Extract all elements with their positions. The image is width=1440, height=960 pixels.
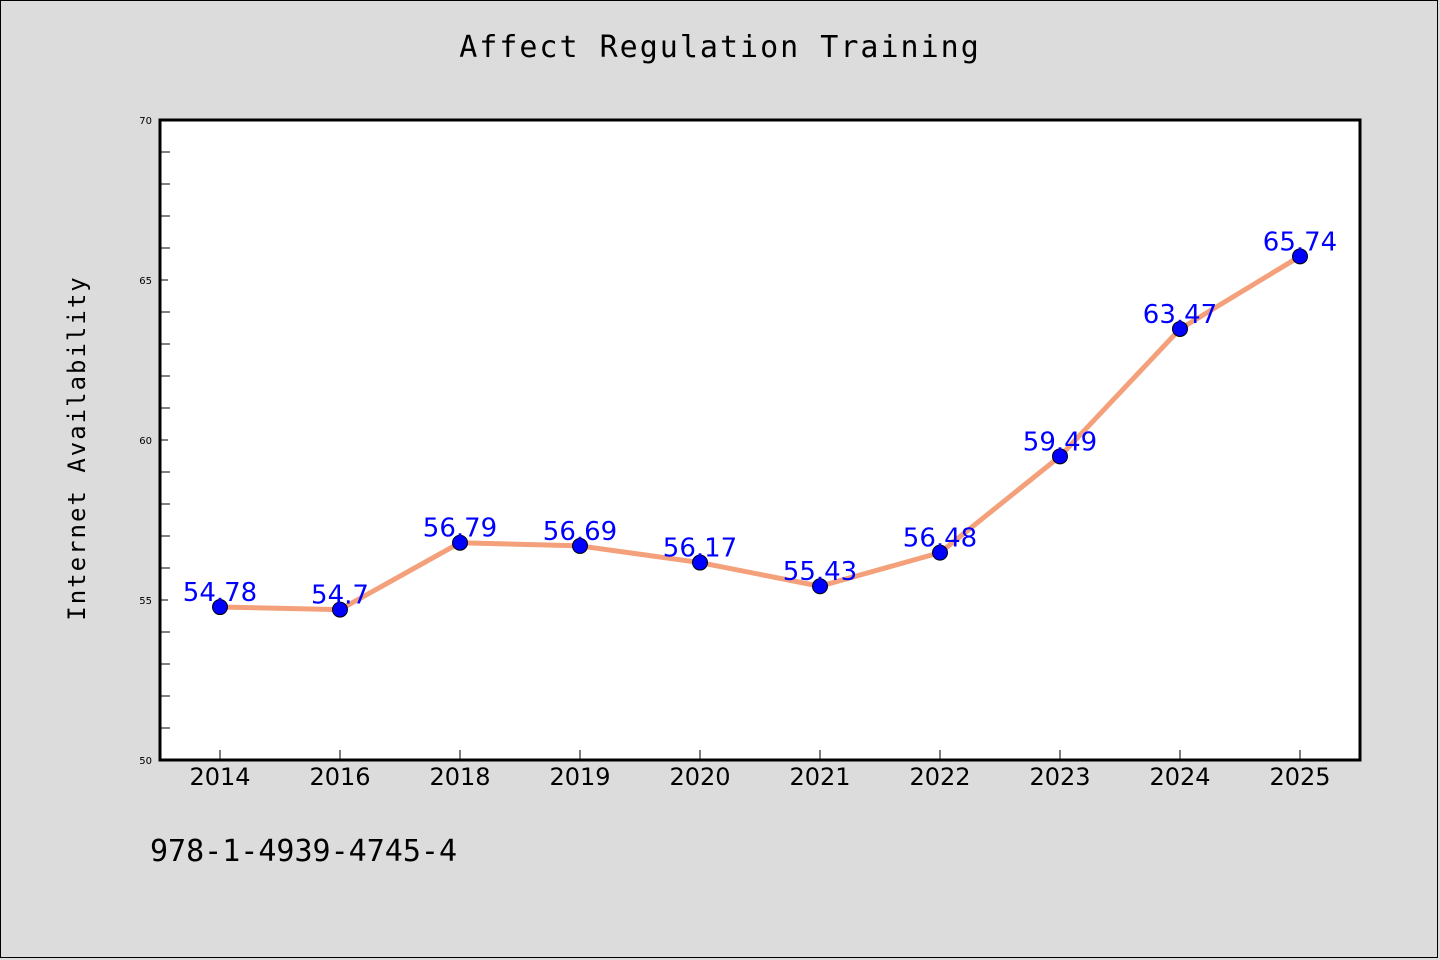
- series-line: [219, 254, 1302, 613]
- data-label: 56.17: [663, 534, 737, 564]
- x-tick-label: 2021: [789, 763, 850, 791]
- x-tick-label: 2018: [429, 763, 490, 791]
- y-tick-label: 70: [139, 116, 152, 127]
- x-tick-label: 2024: [1149, 763, 1210, 791]
- data-point: [1292, 248, 1308, 265]
- data-label: 65.74: [1263, 227, 1337, 257]
- data-label: 56.79: [423, 514, 497, 544]
- data-label: 59.49: [1023, 427, 1097, 457]
- data-point: [1172, 320, 1188, 337]
- x-tick-label: 2025: [1269, 763, 1330, 791]
- series-group: 54.78 54.7 56.79 56.69 56.17 55.43 56.48 59.49 6…: [183, 227, 1337, 618]
- data-point: [212, 599, 228, 616]
- chart-title: Affect Regulation Training: [459, 30, 981, 65]
- plot-border: [158, 118, 1362, 762]
- data-point: [692, 554, 708, 571]
- data-point: [812, 578, 828, 595]
- plot-area: [160, 120, 1360, 760]
- data-point: [932, 544, 948, 561]
- data-point: [452, 534, 468, 551]
- data-label: 54.7: [311, 581, 369, 611]
- y-tick-label: 65: [139, 276, 152, 287]
- x-tick-label: 2016: [309, 763, 370, 791]
- x-tick-label: 2014: [189, 763, 250, 791]
- x-tick-label: 2019: [549, 763, 610, 791]
- data-label: 56.69: [543, 517, 617, 547]
- x-axis-ticks: 2014 2016 2018 2019 2020 2021 2022 2023 2024 2025: [189, 750, 1331, 791]
- y-tick-label: 55: [139, 596, 152, 607]
- data-point: [572, 537, 588, 554]
- x-tick-label: 2023: [1029, 763, 1090, 791]
- x-tick-label: 2022: [909, 763, 970, 791]
- x-tick-label: 2020: [669, 763, 730, 791]
- y-tick-label: 50: [139, 756, 152, 767]
- data-label: 63.47: [1143, 300, 1217, 330]
- y-tick-label: 60: [139, 436, 152, 447]
- isbn-footer: 978-1-4939-4745-4: [150, 834, 458, 869]
- data-label: 56.48: [903, 524, 977, 554]
- data-label: 55.43: [783, 557, 857, 587]
- data-label: 54.78: [183, 578, 257, 608]
- data-point: [1052, 448, 1068, 465]
- data-point: [332, 601, 348, 618]
